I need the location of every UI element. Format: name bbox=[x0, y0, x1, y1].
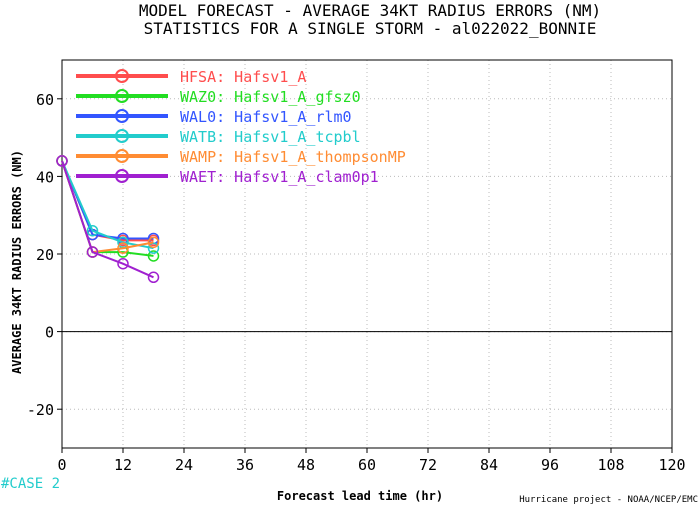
x-tick-label: 0 bbox=[57, 456, 66, 474]
legend-label-5: WAET: Hafsv1_A_clam0p1 bbox=[180, 168, 379, 186]
data-point bbox=[86, 246, 99, 258]
y-axis-label: AVERAGE 34KT RADIUS ERRORS (NM) bbox=[10, 150, 24, 374]
x-tick-label: 72 bbox=[419, 456, 437, 474]
grid bbox=[62, 60, 672, 448]
x-tick-label: 12 bbox=[114, 456, 132, 474]
x-axis-label: Forecast lead time (hr) bbox=[277, 489, 443, 503]
y-tick-label: -20 bbox=[27, 401, 54, 419]
legend-label-4: WAMP: Hafsv1_A_thompsonMP bbox=[180, 148, 406, 166]
data-point bbox=[147, 236, 160, 249]
x-tick-label: 120 bbox=[658, 456, 685, 474]
legend-marker-2 bbox=[115, 109, 129, 123]
chart-title-line-2: STATISTICS FOR A SINGLE STORM - al022022… bbox=[144, 19, 597, 38]
data-point bbox=[117, 242, 129, 254]
credit-label: Hurricane project - NOAA/NCEP/EMC bbox=[519, 495, 698, 505]
x-tick-label: 108 bbox=[597, 456, 624, 474]
legend-marker-3 bbox=[115, 129, 129, 143]
x-tick-label: 36 bbox=[236, 456, 254, 474]
x-tick-label: 84 bbox=[480, 456, 498, 474]
y-tick-label: 0 bbox=[45, 324, 54, 342]
legend-label-2: WAL0: Hafsv1_A_rlm0 bbox=[180, 108, 352, 126]
y-tick-label: 60 bbox=[36, 91, 54, 109]
legend-marker-1 bbox=[115, 89, 129, 103]
data-point bbox=[117, 257, 129, 270]
legend: HFSA: Hafsv1_A WAZ0: Hafsv1_A_gfsz0 WAL0: … bbox=[76, 68, 406, 186]
x-tick-label: 24 bbox=[175, 456, 193, 474]
data-point bbox=[86, 224, 99, 237]
data-point bbox=[56, 155, 68, 167]
x-tick-label: 96 bbox=[541, 456, 559, 474]
legend-marker-4 bbox=[115, 149, 129, 163]
legend-marker-5 bbox=[115, 169, 129, 183]
data-point bbox=[147, 250, 160, 262]
x-tick-label: 48 bbox=[297, 456, 315, 474]
x-tick-label: 60 bbox=[358, 456, 376, 474]
data-point bbox=[147, 271, 160, 284]
case-label: #CASE 2 bbox=[1, 476, 60, 492]
y-tick-label: 40 bbox=[36, 168, 54, 186]
y-tick-label: 20 bbox=[36, 246, 54, 264]
legend-label-0: HFSA: Hafsv1_A bbox=[180, 68, 306, 86]
legend-label-1: WAZ0: Hafsv1_A_gfsz0 bbox=[180, 88, 361, 106]
axes: 0 12 24 36 48 60 72 84 96 108 120 -20 0 20 40 60 bbox=[27, 59, 686, 474]
series-group bbox=[56, 155, 160, 284]
series-line-5 bbox=[61, 160, 154, 279]
legend-label-3: WATB: Hafsv1_A_tcpbl bbox=[180, 128, 361, 146]
chart-title-line-1: MODEL FORECAST - AVERAGE 34KT RADIUS ERR… bbox=[139, 1, 601, 20]
legend-marker-0 bbox=[115, 69, 129, 83]
